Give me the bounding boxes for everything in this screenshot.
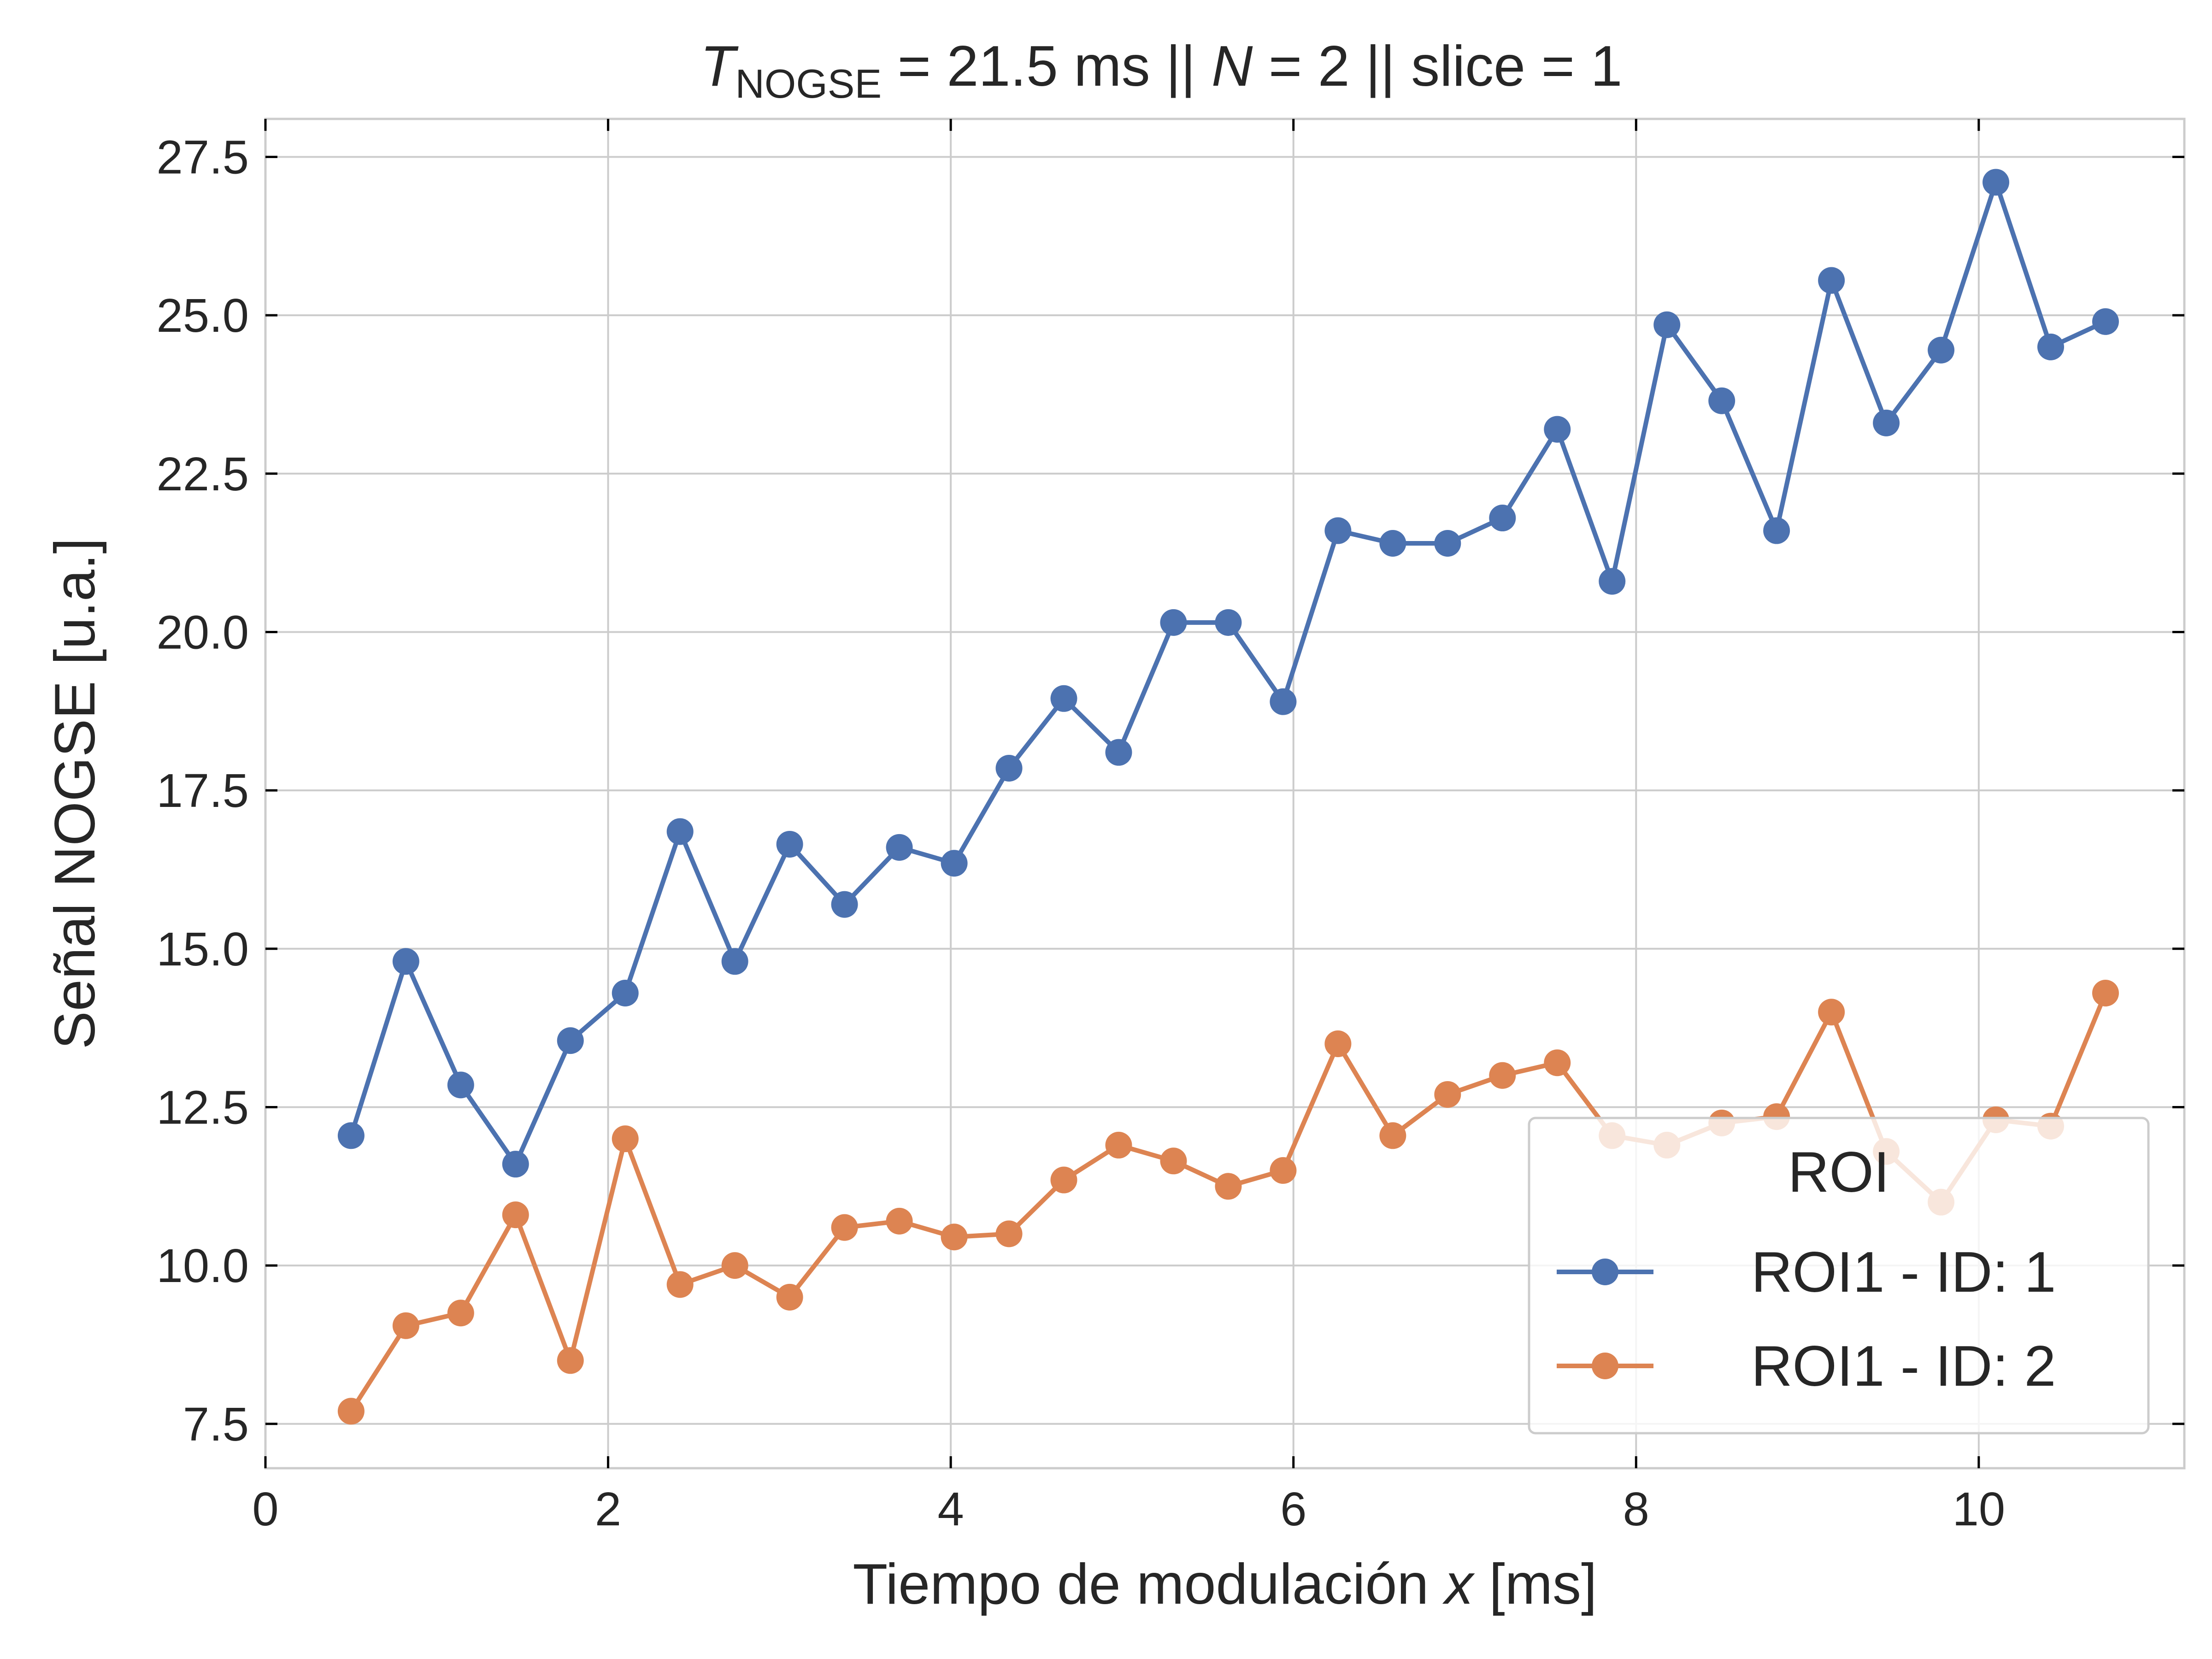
data-point <box>1270 1157 1297 1184</box>
x-tick-label: 4 <box>937 1483 964 1535</box>
series-layer <box>337 169 2119 1425</box>
legend-box <box>1528 1117 2150 1435</box>
data-point <box>941 850 968 877</box>
data-point <box>1983 169 2010 196</box>
x-tick-label: 6 <box>1280 1483 1306 1535</box>
data-point <box>1050 1166 1077 1194</box>
data-point <box>1708 387 1735 414</box>
data-point <box>886 834 913 861</box>
series-1 <box>337 169 2119 1178</box>
data-point <box>666 818 694 845</box>
x-tick-label: 8 <box>1623 1483 1649 1535</box>
series-2 <box>337 980 2119 1425</box>
y-tick-label: 25.0 <box>157 289 249 342</box>
grid <box>265 119 2184 1468</box>
data-point <box>502 1201 529 1229</box>
data-point <box>886 1207 913 1235</box>
data-point <box>721 948 748 975</box>
data-point <box>2092 308 2119 335</box>
axes-frame <box>264 118 2186 1470</box>
data-point <box>1599 568 1626 595</box>
data-point <box>1215 1173 1242 1200</box>
data-point <box>2037 333 2065 360</box>
legend-label-series-1: ROI1 - ID: 1 <box>1751 1241 2056 1304</box>
x-tick-label: 0 <box>252 1483 278 1535</box>
data-point <box>2092 980 2119 1007</box>
data-point <box>337 1398 365 1425</box>
data-point <box>612 980 639 1007</box>
data-point <box>1763 517 1790 544</box>
data-point <box>721 1252 748 1279</box>
data-point <box>1873 409 1900 436</box>
data-point <box>941 1224 968 1251</box>
data-point <box>447 1300 474 1327</box>
y-tick-label: 20.0 <box>157 606 249 659</box>
y-tick-label: 17.5 <box>157 764 249 817</box>
y-tick-label: 22.5 <box>157 447 249 500</box>
data-point <box>1489 1062 1516 1089</box>
data-point <box>1818 267 1845 294</box>
data-point <box>1928 336 1955 364</box>
y-tick-label: 15.0 <box>157 923 249 976</box>
legend-marker-series-1 <box>1592 1259 1618 1285</box>
data-point <box>1544 1049 1571 1077</box>
data-point <box>1489 505 1516 532</box>
legend-title: ROI <box>1788 1141 1889 1204</box>
x-tick-label: 10 <box>1953 1483 2006 1535</box>
chart-title: TNOGSE = 21.5 ms || N = 2 || slice = 1 <box>700 35 1623 106</box>
data-point <box>776 1283 803 1311</box>
data-point <box>392 1312 419 1339</box>
data-point <box>1324 1030 1352 1057</box>
data-point <box>1270 688 1297 715</box>
data-point <box>995 1220 1023 1247</box>
data-point <box>1160 609 1187 636</box>
legend: ROI ROI1 - ID: 1 ROI1 - ID: 2 <box>1528 1117 2150 1435</box>
data-point <box>337 1122 365 1149</box>
data-point <box>1379 530 1406 557</box>
y-tick-label: 7.5 <box>183 1398 249 1451</box>
data-point <box>1544 416 1571 443</box>
data-point <box>612 1125 639 1153</box>
data-point <box>666 1271 694 1298</box>
y-tick-label: 12.5 <box>157 1081 249 1134</box>
data-point <box>392 948 419 975</box>
data-point <box>995 755 1023 782</box>
data-point <box>1434 1081 1461 1108</box>
data-point <box>557 1347 584 1374</box>
data-point <box>1324 517 1352 544</box>
x-axis-label: Tiempo de modulación x [ms] <box>853 1553 1597 1616</box>
y-axis-label: Señal NOGSE [u.a.] <box>43 538 107 1049</box>
data-point <box>447 1071 474 1099</box>
data-point <box>1050 685 1077 712</box>
data-point <box>831 891 858 918</box>
data-point <box>1105 739 1132 766</box>
legend-marker-series-2 <box>1592 1353 1618 1379</box>
x-tick-label: 2 <box>595 1483 621 1535</box>
legend-label-series-2: ROI1 - ID: 2 <box>1751 1335 2056 1398</box>
data-point <box>1434 530 1461 557</box>
y-tick-label: 27.5 <box>157 130 249 183</box>
y-tick-label: 10.0 <box>157 1239 249 1292</box>
data-point <box>502 1151 529 1178</box>
ticks: 0 2 4 6 8 10 7.5 10.0 12.5 15.0 17.5 20.0 22.5 25.0 27… <box>157 119 2184 1535</box>
data-point <box>557 1027 584 1054</box>
data-point <box>831 1214 858 1241</box>
data-point <box>1215 609 1242 636</box>
data-point <box>1105 1131 1132 1159</box>
data-point <box>1160 1147 1187 1175</box>
data-point <box>1818 999 1845 1026</box>
data-point <box>1379 1122 1406 1149</box>
data-point <box>1653 311 1681 338</box>
axes-border <box>264 118 2186 1470</box>
data-point <box>776 830 803 858</box>
